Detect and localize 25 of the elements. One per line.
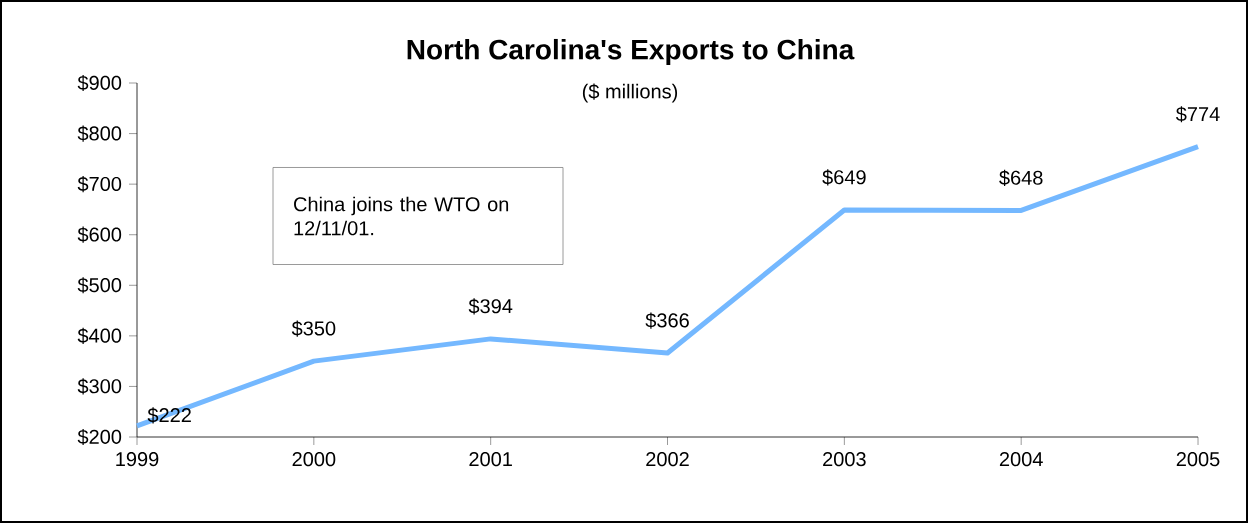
- y-tick-label: $200: [77, 428, 122, 446]
- x-tick-label: 2002: [646, 452, 689, 467]
- y-tick-label: $300: [77, 378, 122, 395]
- x-tick-label: 2003: [823, 452, 866, 467]
- chart-title: North Carolina's Exports to China: [407, 38, 855, 66]
- y-tick-label: $700: [77, 176, 122, 193]
- x-tick-label: 2000: [292, 452, 336, 467]
- data-label: $366: [645, 312, 689, 329]
- data-label: $649: [822, 169, 866, 186]
- data-label: $222: [147, 407, 191, 424]
- data-label: $350: [291, 320, 336, 337]
- x-tick-label: 2004: [999, 452, 1043, 467]
- chart-subtitle: ($ millions): [582, 83, 678, 103]
- data-label: $394: [468, 298, 513, 315]
- x-tick-label: 2001: [469, 452, 512, 467]
- y-tick-label: $600: [77, 226, 122, 243]
- data-label: $648: [999, 169, 1043, 187]
- y-tick-label: $900: [77, 74, 122, 92]
- x-tick-label: 1999: [116, 452, 159, 467]
- y-tick-label: $400: [77, 327, 122, 344]
- data-label: $774: [1175, 106, 1220, 123]
- annotation: China joins the WTO on 12/11/01.: [294, 196, 509, 236]
- y-tick-label: $800: [77, 125, 122, 142]
- y-tick-label: $500: [77, 277, 122, 294]
- x-tick-label: 2005: [1176, 452, 1220, 467]
